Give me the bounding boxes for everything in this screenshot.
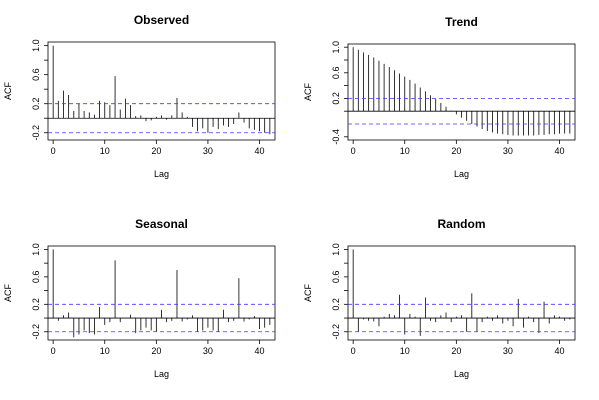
y-tick-label: -0.2 bbox=[331, 324, 341, 340]
y-tick-label: 1.0 bbox=[331, 243, 341, 256]
x-tick-label: 20 bbox=[451, 346, 461, 356]
y-tick-label: -0.2 bbox=[31, 324, 41, 340]
y-tick-label: 1.0 bbox=[331, 41, 341, 54]
y-tick-label: 0.2 bbox=[31, 97, 41, 110]
x-axis-label: Lag bbox=[454, 169, 469, 179]
y-axis-label: ACF bbox=[303, 82, 313, 101]
x-tick-label: 30 bbox=[203, 146, 213, 156]
x-tick-label: 40 bbox=[555, 346, 565, 356]
x-tick-label: 30 bbox=[203, 346, 213, 356]
y-axis-label: ACF bbox=[3, 283, 13, 302]
x-tick-label: 20 bbox=[151, 146, 161, 156]
y-tick-label: 0.6 bbox=[331, 271, 341, 284]
x-tick-label: 0 bbox=[51, 346, 56, 356]
y-tick-label: 0.6 bbox=[331, 67, 341, 80]
x-tick-label: 30 bbox=[503, 146, 513, 156]
y-tick-label: 0.2 bbox=[31, 298, 41, 311]
panel-observed: Observed 0 10 20 30 40 -0.2 0.2 0.6 1.0 Lag ACF bbox=[3, 13, 276, 179]
panel-random: Random 0 10 20 30 40 -0.2 0.2 0.6 1.0 Lag ACF bbox=[303, 217, 576, 379]
y-tick-label: -0.2 bbox=[31, 125, 41, 141]
chart-title: Seasonal bbox=[135, 217, 188, 231]
y-tick-label: 0.2 bbox=[331, 92, 341, 105]
chart-title: Observed bbox=[134, 13, 189, 27]
y-tick-label: 1.0 bbox=[31, 243, 41, 256]
plot-frame bbox=[47, 245, 276, 341]
y-tick-label: 0.6 bbox=[31, 68, 41, 81]
x-tick-label: 10 bbox=[400, 346, 410, 356]
x-tick-label: 10 bbox=[400, 146, 410, 156]
y-tick-label: 0.6 bbox=[31, 271, 41, 284]
x-tick-label: 20 bbox=[151, 346, 161, 356]
y-axis-label: ACF bbox=[303, 283, 313, 302]
x-tick-label: 40 bbox=[255, 146, 265, 156]
x-axis-label: Lag bbox=[154, 369, 169, 379]
chart-title: Trend bbox=[445, 15, 478, 29]
y-tick-label: 1.0 bbox=[31, 39, 41, 52]
plot-frame bbox=[347, 245, 576, 341]
y-axis-label: ACF bbox=[3, 81, 13, 100]
x-axis-label: Lag bbox=[154, 169, 169, 179]
chart-title: Random bbox=[438, 217, 486, 231]
x-tick-label: 0 bbox=[351, 346, 356, 356]
plot-frame bbox=[347, 43, 576, 141]
panel-seasonal: Seasonal 0 10 20 30 40 -0.2 0.2 0.6 1.0 Lag ACF bbox=[3, 217, 276, 379]
x-tick-label: 20 bbox=[451, 146, 461, 156]
y-tick-label: 0.2 bbox=[331, 298, 341, 311]
x-tick-label: 40 bbox=[255, 346, 265, 356]
panel-trend: Trend 0 10 20 30 40 -0.4 0.2 0.6 1.0 Lag ACF bbox=[303, 15, 576, 179]
x-tick-label: 10 bbox=[100, 346, 110, 356]
x-axis-label: Lag bbox=[454, 369, 469, 379]
x-tick-label: 40 bbox=[555, 146, 565, 156]
x-tick-label: 10 bbox=[100, 146, 110, 156]
x-tick-label: 0 bbox=[51, 146, 56, 156]
x-tick-label: 30 bbox=[503, 346, 513, 356]
y-tick-label: -0.4 bbox=[331, 129, 341, 145]
x-tick-label: 0 bbox=[351, 146, 356, 156]
plot-frame bbox=[47, 41, 276, 141]
